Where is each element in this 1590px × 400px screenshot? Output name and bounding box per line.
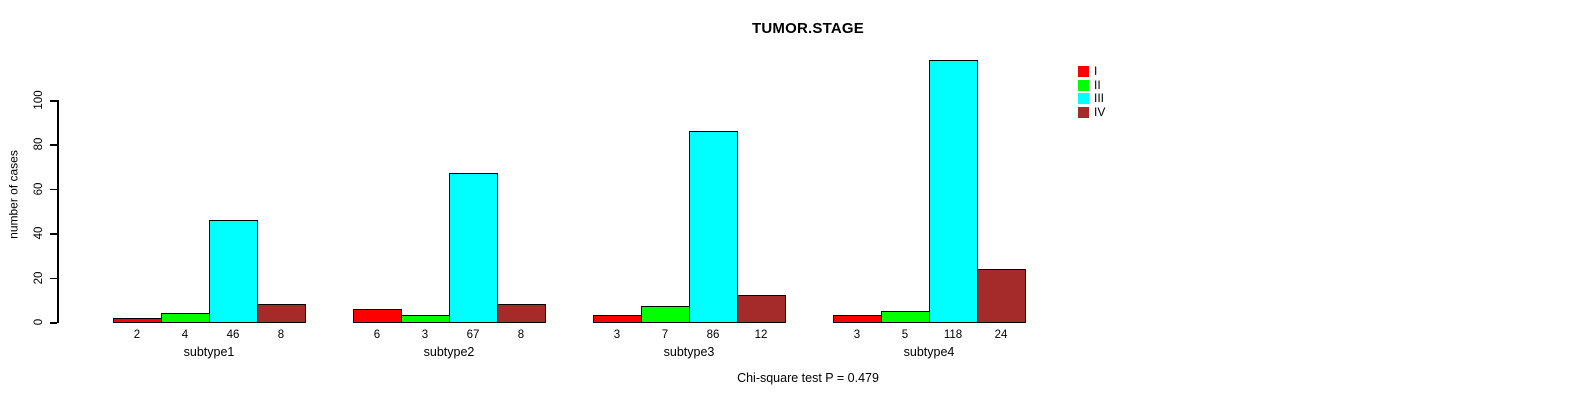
legend-swatch bbox=[1078, 66, 1089, 78]
bar-iv-subtype3 bbox=[737, 295, 786, 323]
y-axis-tick-label: 60 bbox=[33, 182, 45, 196]
bar-i-subtype1 bbox=[113, 318, 162, 323]
y-axis-label: number of cases bbox=[6, 150, 21, 239]
bar-value-label: 8 bbox=[517, 329, 525, 341]
legend-swatch bbox=[1078, 93, 1089, 105]
legend-swatch bbox=[1078, 79, 1089, 91]
legend-swatch bbox=[1078, 107, 1089, 119]
y-axis-tick-label: 80 bbox=[33, 138, 45, 151]
bar-value-label: 2 bbox=[133, 329, 141, 341]
x-axis-category-label: subtype1 bbox=[183, 345, 235, 359]
y-axis-tick bbox=[50, 144, 57, 146]
bar-value-label: 67 bbox=[466, 329, 480, 341]
bar-iii-subtype4 bbox=[929, 60, 978, 323]
x-axis-category-label: subtype4 bbox=[903, 345, 955, 359]
bar-i-subtype4 bbox=[833, 315, 882, 323]
bar-value-label: 7 bbox=[661, 329, 669, 341]
x-axis-category-label: subtype2 bbox=[423, 345, 475, 359]
y-axis-tick-label: 100 bbox=[33, 90, 45, 110]
y-axis-tick bbox=[50, 233, 57, 235]
legend-item-label: IV bbox=[1094, 104, 1106, 119]
bar-value-label: 8 bbox=[277, 329, 285, 341]
bar-value-label: 5 bbox=[901, 329, 909, 341]
legend-item: IV bbox=[1078, 104, 1106, 120]
bar-value-label: 118 bbox=[943, 329, 963, 341]
bar-iv-subtype2 bbox=[497, 304, 546, 323]
y-axis-tick bbox=[50, 322, 57, 324]
bar-value-label: 46 bbox=[226, 329, 240, 341]
legend-item: I bbox=[1078, 64, 1105, 79]
legend-item-label: III bbox=[1094, 91, 1105, 106]
y-axis-tick bbox=[50, 188, 57, 191]
bar-value-label: 3 bbox=[853, 329, 861, 341]
bar-iii-subtype1 bbox=[209, 220, 258, 323]
bar-value-label: 24 bbox=[994, 329, 1008, 341]
bar-value-label: 6 bbox=[373, 329, 381, 341]
bar-value-label: 3 bbox=[613, 329, 621, 341]
bar-value-label: 86 bbox=[706, 329, 720, 341]
bar-iv-subtype4 bbox=[977, 269, 1026, 323]
y-axis-line bbox=[57, 100, 59, 323]
bar-ii-subtype4 bbox=[881, 311, 930, 323]
bar-ii-subtype1 bbox=[161, 313, 210, 323]
bar-i-subtype2 bbox=[353, 309, 402, 323]
x-axis-category-label: subtype3 bbox=[663, 345, 715, 359]
legend-item-label: II bbox=[1094, 77, 1101, 92]
y-axis-tick bbox=[50, 100, 57, 102]
chart-title: TUMOR.STAGE bbox=[752, 20, 864, 37]
y-axis-tick-label: 40 bbox=[33, 226, 45, 240]
bar-iv-subtype1 bbox=[257, 304, 306, 323]
legend-item: II bbox=[1078, 77, 1105, 93]
bar-iii-subtype3 bbox=[689, 131, 738, 323]
bar-i-subtype3 bbox=[593, 315, 642, 323]
bar-ii-subtype3 bbox=[641, 306, 690, 323]
bar-value-label: 4 bbox=[181, 329, 189, 341]
y-axis-tick-label: 20 bbox=[33, 271, 45, 284]
bar-value-label: 3 bbox=[421, 329, 429, 341]
legend: I II III IV bbox=[1078, 64, 1106, 120]
legend-item: III bbox=[1078, 92, 1105, 106]
y-axis-tick-label: 0 bbox=[33, 318, 45, 326]
bar-ii-subtype2 bbox=[401, 315, 450, 323]
bar-value-label: 12 bbox=[754, 329, 768, 341]
y-axis-tick bbox=[50, 277, 57, 280]
bar-iii-subtype2 bbox=[449, 173, 498, 323]
legend-item-label: I bbox=[1094, 64, 1098, 78]
chi-square-footnote: Chi-square test P = 0.479 bbox=[737, 371, 879, 385]
